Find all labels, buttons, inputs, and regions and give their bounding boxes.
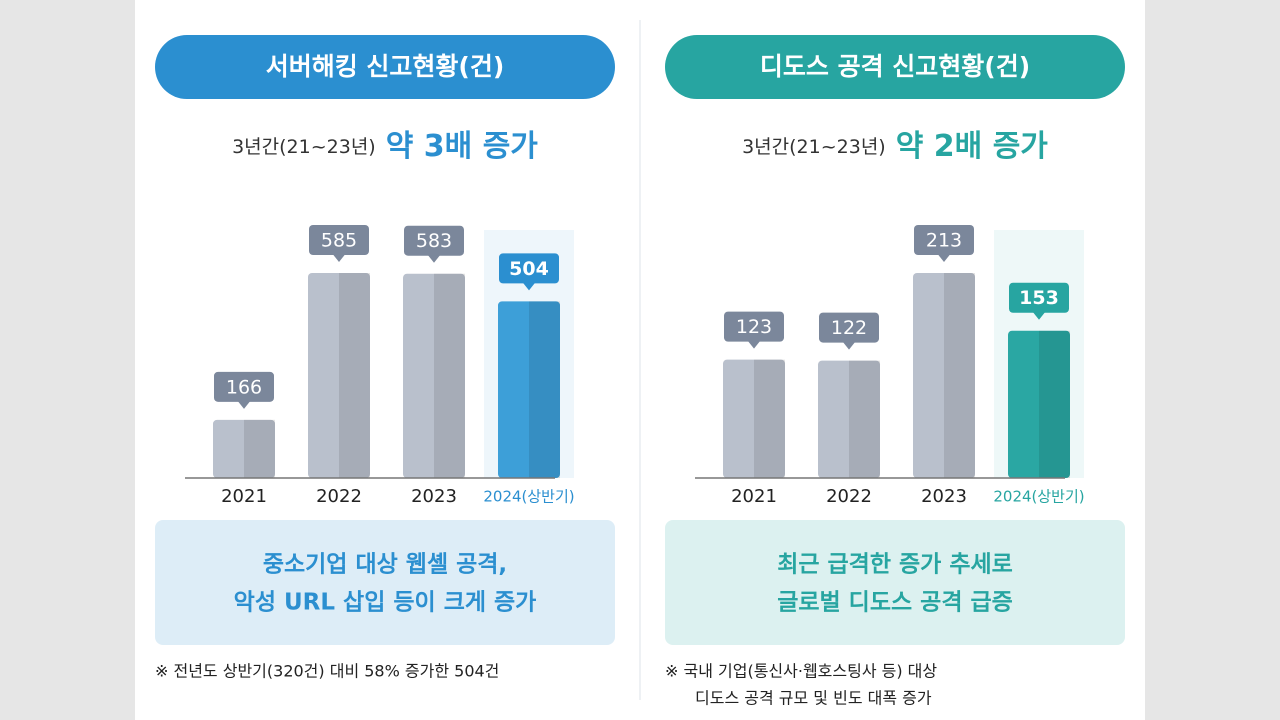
bar xyxy=(498,301,560,478)
value-label-box xyxy=(499,253,559,284)
value-label-pointer xyxy=(938,254,950,262)
x-tick-label: 2022 xyxy=(826,486,872,507)
bar xyxy=(723,359,785,478)
value-label-box xyxy=(819,312,879,343)
value-label-pointer xyxy=(843,342,855,350)
bar xyxy=(308,273,370,478)
value-label-box xyxy=(724,311,784,342)
value-label-pointer xyxy=(428,255,440,263)
value-label-box xyxy=(404,225,464,256)
note-box xyxy=(155,520,615,645)
bar xyxy=(818,360,880,478)
value-label-pointer xyxy=(1033,312,1045,320)
value-label: 166 xyxy=(226,376,262,398)
note-box xyxy=(665,520,1125,645)
bar-shade xyxy=(434,273,465,478)
value-label-box xyxy=(214,371,274,402)
bar-shade xyxy=(529,301,560,478)
note-line: 중소기업 대상 웹셸 공격, xyxy=(263,552,507,578)
value-label-box xyxy=(1009,282,1069,313)
value-label-box xyxy=(309,225,369,255)
value-label: 583 xyxy=(416,230,452,252)
value-label: 153 xyxy=(1019,287,1059,309)
bar xyxy=(213,419,275,478)
bar xyxy=(1008,330,1070,478)
value-label-box xyxy=(914,225,974,255)
bar-shade xyxy=(944,273,975,478)
x-tick-label: 2021 xyxy=(731,486,777,507)
x-tick-label: 2024(상반기) xyxy=(483,488,574,506)
subtitle-text: 3년간(21~23년) xyxy=(232,136,376,158)
chart-title: 서버해킹 신고현황(건) xyxy=(266,52,505,81)
subtitle-highlight: 약 3배 증가 xyxy=(386,129,539,164)
bar-shade xyxy=(849,360,880,478)
x-tick-label: 2022 xyxy=(316,486,362,507)
subtitle: 3년간(21~23년) 약 2배 증가 xyxy=(742,129,1048,164)
value-label: 585 xyxy=(321,230,357,252)
value-label: 213 xyxy=(926,230,962,252)
value-label-pointer xyxy=(523,282,535,291)
value-label-pointer xyxy=(238,401,250,409)
value-label-pointer xyxy=(748,341,760,349)
x-tick-label: 2023 xyxy=(921,486,967,507)
value-label: 123 xyxy=(736,316,772,338)
value-label: 122 xyxy=(831,317,867,339)
subtitle-text: 3년간(21~23년) xyxy=(742,136,886,158)
note-line: 최근 급격한 증가 추세로 xyxy=(777,552,1013,578)
footnote-line: ※ 국내 기업(통신사·웹호스팅사 등) 대상 xyxy=(665,662,937,681)
value-label-pointer xyxy=(333,254,345,262)
chart-title: 디도스 공격 신고현황(건) xyxy=(760,52,1030,81)
note-line: 악성 URL 삽입 등이 크게 증가 xyxy=(234,590,537,616)
bar-shade xyxy=(1039,330,1070,478)
bar xyxy=(913,273,975,478)
footnote-line: 디도스 공격 규모 및 빈도 대폭 증가 xyxy=(695,689,932,708)
value-label: 504 xyxy=(509,258,549,280)
subtitle-highlight: 약 2배 증가 xyxy=(896,129,1049,164)
subtitle: 3년간(21~23년) 약 3배 증가 xyxy=(232,129,538,164)
x-tick-label: 2023 xyxy=(411,486,457,507)
bar-shade xyxy=(244,419,275,478)
footnote-line: ※ 전년도 상반기(320건) 대비 58% 증가한 504건 xyxy=(155,662,499,681)
note-line: 글로벌 디도스 공격 급증 xyxy=(777,590,1013,616)
title-pill xyxy=(155,35,615,99)
bar xyxy=(403,273,465,478)
x-tick-label: 2021 xyxy=(221,486,267,507)
x-tick-label: 2024(상반기) xyxy=(993,488,1084,506)
title-pill xyxy=(665,35,1125,99)
bar-shade xyxy=(754,359,785,478)
bar-shade xyxy=(339,273,370,478)
